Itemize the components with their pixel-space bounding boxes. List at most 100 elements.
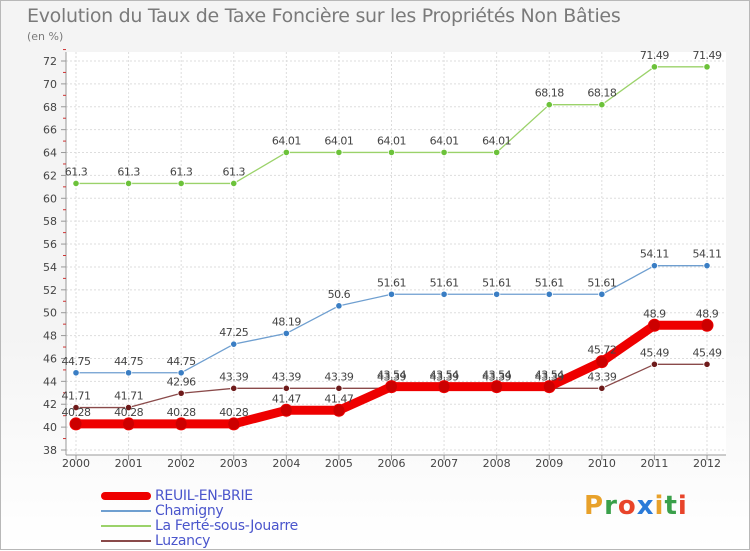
data-point-3 — [230, 384, 238, 392]
data-label-3: 41.71 — [62, 390, 91, 403]
data-point-2 — [440, 148, 448, 157]
data-label-1: 44.75 — [62, 355, 91, 368]
data-label-0: 48.9 — [696, 307, 719, 320]
data-label-2: 61.3 — [65, 165, 88, 178]
data-label-1: 51.61 — [377, 276, 406, 289]
data-label-3: 43.39 — [324, 370, 353, 383]
legend-label-chamigny: Chamigny — [155, 502, 224, 519]
y-tick-label: 70 — [43, 78, 57, 91]
legend-label-reuil: REUIL-EN-BRIE — [155, 487, 253, 504]
y-tick-label: 72 — [43, 55, 57, 68]
x-tick-label: 2002 — [167, 457, 195, 470]
data-point-1 — [230, 340, 238, 348]
data-label-1: 44.75 — [114, 355, 143, 368]
data-point-0 — [700, 318, 714, 332]
y-tick-label: 48 — [43, 330, 57, 343]
chart-title: Evolution du Taux de Taxe Foncière sur l… — [27, 5, 621, 27]
y-tick-label: 60 — [43, 192, 57, 205]
data-label-1: 51.61 — [535, 276, 564, 289]
x-tick-label: 2008 — [483, 457, 511, 470]
data-point-2 — [230, 179, 238, 188]
data-point-3 — [177, 389, 185, 397]
data-label-1: 51.61 — [430, 276, 459, 289]
data-label-0: 40.28 — [114, 406, 143, 419]
data-point-0 — [332, 403, 346, 417]
data-point-1 — [650, 262, 659, 270]
data-point-1 — [598, 290, 606, 298]
data-label-2: 61.3 — [117, 165, 140, 178]
data-label-0: 40.28 — [219, 406, 248, 419]
data-label-1: 47.25 — [219, 326, 248, 339]
x-tick-label: 2000 — [62, 457, 90, 470]
data-label-2: 64.01 — [430, 134, 459, 147]
data-label-3: 43.39 — [219, 370, 248, 383]
y-tick-label: 38 — [43, 444, 57, 457]
data-point-3 — [335, 384, 343, 392]
data-point-3 — [703, 360, 711, 368]
x-tick-label: 2012 — [693, 457, 721, 470]
data-label-3: 45.49 — [640, 346, 669, 359]
data-point-0 — [385, 380, 398, 394]
data-label-0: 43.54 — [535, 369, 564, 382]
data-label-2: 68.18 — [535, 87, 564, 100]
data-label-0: 40.28 — [62, 406, 91, 419]
data-label-0: 40.28 — [167, 406, 196, 419]
data-label-1: 54.11 — [640, 248, 669, 261]
chart-unit: (en %) — [27, 30, 64, 43]
data-point-0 — [174, 417, 188, 431]
data-point-1 — [703, 262, 711, 270]
y-tick-label: 40 — [43, 421, 57, 434]
data-point-1 — [282, 329, 290, 338]
data-label-3: 42.96 — [167, 375, 196, 388]
data-point-1 — [493, 290, 501, 298]
data-point-2 — [335, 148, 343, 157]
x-tick-label: 2010 — [588, 457, 616, 470]
data-point-0 — [122, 417, 136, 431]
x-tick-label: 2011 — [640, 457, 668, 470]
x-tick-label: 2005 — [325, 457, 353, 470]
data-point-0 — [227, 417, 241, 431]
data-label-2: 64.01 — [482, 134, 511, 147]
y-tick-label: 56 — [43, 238, 57, 251]
legend-swatch-ferte — [101, 524, 151, 527]
data-point-2 — [598, 101, 606, 109]
data-point-0 — [490, 380, 504, 394]
data-label-0: 48.9 — [643, 307, 666, 320]
data-point-2 — [545, 101, 553, 109]
data-label-2: 64.01 — [324, 134, 353, 147]
data-label-2: 61.3 — [223, 165, 246, 178]
data-label-0: 43.54 — [377, 369, 406, 382]
data-label-3: 43.39 — [535, 370, 564, 383]
legend-swatch-luzancy — [101, 539, 151, 542]
data-label-0: 43.54 — [482, 369, 511, 382]
data-label-1: 48.19 — [272, 315, 301, 328]
logo-letter: t — [664, 491, 678, 521]
data-label-1: 50.6 — [328, 288, 351, 301]
data-point-1 — [124, 369, 133, 377]
legend-label-ferte: La Ferté-sous-Jouarre — [155, 517, 298, 534]
data-label-0: 43.54 — [430, 369, 459, 382]
data-label-3: 43.39 — [272, 370, 301, 383]
data-label-1: 51.61 — [482, 276, 511, 289]
data-point-1 — [387, 290, 396, 298]
plot-area — [66, 52, 726, 455]
data-label-0: 41.47 — [272, 392, 301, 405]
data-point-0 — [437, 380, 451, 394]
logo-letter: x — [636, 491, 655, 521]
data-point-0 — [647, 318, 661, 332]
logo-letter: i — [677, 491, 688, 521]
data-point-2 — [282, 148, 290, 157]
data-point-2 — [72, 179, 80, 188]
data-label-0: 45.72 — [587, 344, 616, 357]
data-point-1 — [72, 369, 80, 377]
proxiti-logo: Proxiti — [584, 491, 688, 521]
data-point-3 — [124, 403, 133, 412]
data-label-3: 43.39 — [587, 370, 616, 383]
data-label-3: 43.39 — [482, 370, 511, 383]
x-tick-label: 2003 — [220, 457, 248, 470]
x-tick-label: 2004 — [272, 457, 300, 470]
data-point-1 — [177, 369, 185, 377]
data-label-2: 71.49 — [640, 49, 669, 62]
